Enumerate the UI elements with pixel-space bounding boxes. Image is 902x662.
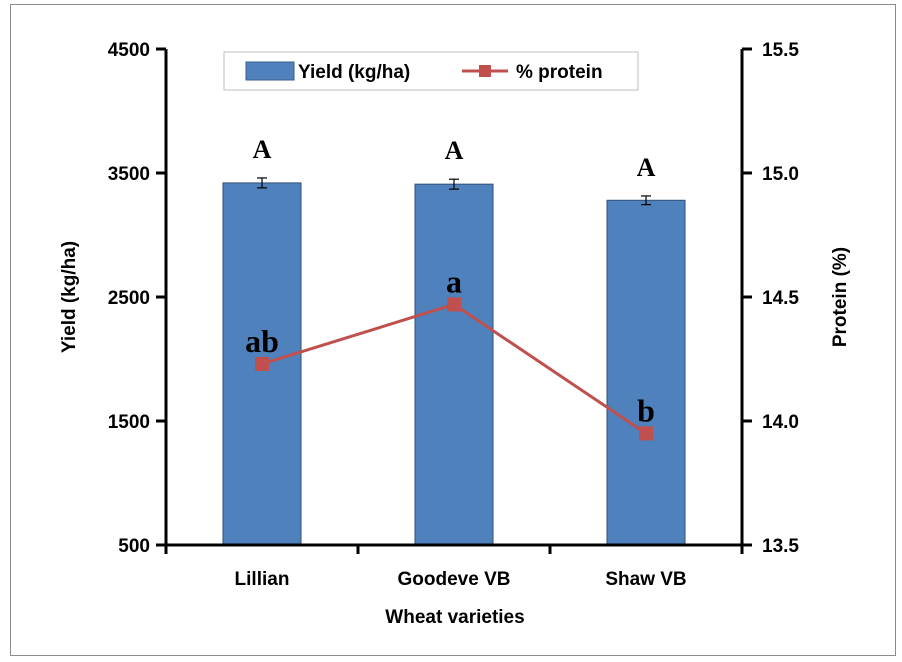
legend-yield-label: Yield (kg/ha) (298, 62, 410, 83)
y-tick-label: 1500 (108, 412, 150, 433)
yield-significance-letter: A (637, 153, 656, 182)
protein-significance-letter: b (637, 392, 655, 428)
yield-bar (606, 199, 686, 546)
y2-tick-label: 14.5 (762, 288, 799, 309)
bars-layer (222, 182, 686, 546)
protein-point (639, 426, 653, 441)
y2-tick-label: 15.0 (762, 164, 799, 185)
x-category-label: Shaw VB (605, 569, 686, 590)
x-category-label: Goodeve VB (398, 569, 511, 590)
y-tick-label: 2500 (108, 288, 150, 309)
protein-line-layer (255, 297, 653, 441)
protein-point (255, 356, 269, 371)
y-tick-label: 4500 (108, 40, 150, 61)
y-tick-label: 500 (118, 536, 150, 557)
y2-axis-title: Protein (%) (830, 247, 851, 347)
yield-significance-letter: A (253, 135, 272, 164)
y-axis-title: Yield (kg/ha) (59, 241, 80, 353)
yield-bar (414, 183, 494, 546)
yield-significance-letter: A (445, 136, 464, 165)
legend-yield-swatch (245, 61, 295, 81)
protein-significance-letter: a (446, 263, 462, 299)
legend: Yield (kg/ha) % protein (223, 51, 639, 91)
y2-tick-label: 15.5 (762, 40, 799, 61)
y2-tick-label: 13.5 (762, 536, 799, 557)
error-bars-layer (257, 177, 651, 206)
legend-protein-label: % protein (516, 62, 603, 83)
x-axis-title: Wheat varieties (385, 607, 524, 628)
y2-tick-label: 14.0 (762, 412, 799, 433)
protein-point (447, 297, 461, 312)
protein-significance-letter: ab (245, 323, 279, 359)
legend-protein-marker (479, 65, 491, 77)
y-tick-label: 3500 (108, 164, 150, 185)
x-category-label: Lillian (235, 569, 290, 590)
axes-layer: 4500 3500 2500 1500 500 15.5 15.0 14.5 14.0 13.5 L… (108, 40, 800, 590)
